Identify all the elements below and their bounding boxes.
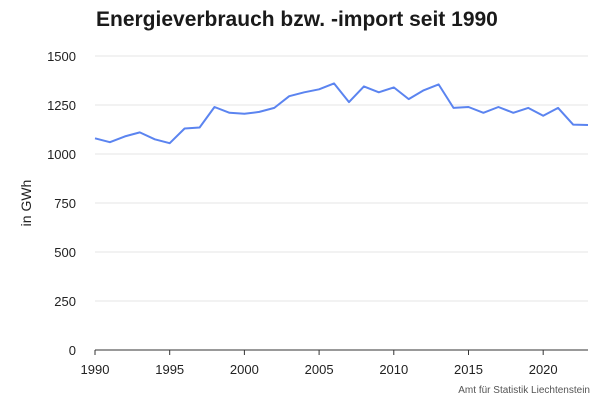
y-tick-label-500: 500	[54, 245, 76, 260]
y-tick-label-250: 250	[54, 294, 76, 309]
x-axis-ticks: 1990 1995 2000 2005 2010 2015 2020	[81, 350, 558, 377]
x-tick-label-2015: 2015	[454, 362, 483, 377]
y-axis-label: in GWh	[18, 180, 34, 227]
y-tick-label-750: 750	[54, 196, 76, 211]
x-tick-label-2005: 2005	[305, 362, 334, 377]
x-tick-label-1990: 1990	[81, 362, 110, 377]
series-line	[94, 82, 589, 145]
x-tick-label-2010: 2010	[379, 362, 408, 377]
chart-title: Energieverbrauch bzw. -import seit 1990	[96, 8, 498, 31]
x-tick-label-1995: 1995	[155, 362, 184, 377]
y-tick-label-1250: 1250	[47, 98, 76, 113]
x-tick-label-2020: 2020	[529, 362, 558, 377]
grid-lines	[95, 55, 588, 302]
source-note: Amt für Statistik Liechtenstein	[458, 385, 590, 396]
y-tick-label-1000: 1000	[47, 147, 76, 162]
y-axis-ticks: 0 250 500 750 1000 1250 1500	[47, 49, 76, 358]
x-tick-label-2000: 2000	[230, 362, 259, 377]
y-tick-label-1500: 1500	[47, 49, 76, 64]
y-tick-label-0: 0	[69, 343, 76, 358]
